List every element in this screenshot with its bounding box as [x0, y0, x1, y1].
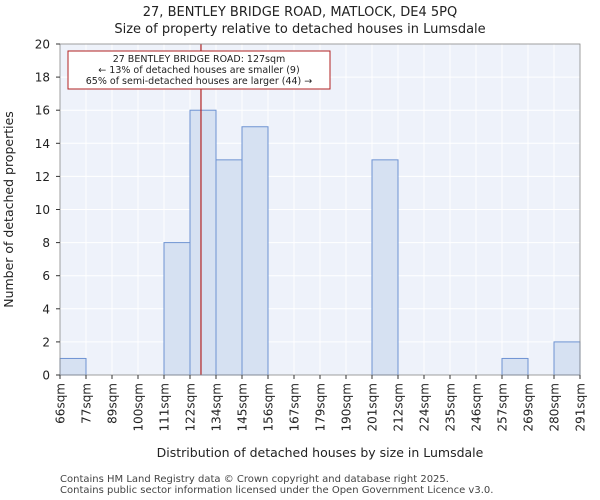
x-tick-label: 134sqm: [210, 383, 224, 431]
y-tick-label: 2: [42, 335, 50, 349]
grid-lines: [60, 43, 580, 375]
x-tick-label: 246sqm: [470, 383, 484, 431]
footer-copyright: Contains HM Land Registry data © Crown c…: [60, 474, 449, 485]
bars: [59, 109, 581, 376]
y-tick-label: 6: [42, 269, 50, 283]
x-tick-label: 257sqm: [496, 383, 510, 431]
x-tick-label: 235sqm: [444, 383, 458, 431]
bar: [553, 341, 581, 376]
bar: [371, 159, 399, 376]
x-tick-label: 224sqm: [418, 383, 432, 431]
x-tick-label: 280sqm: [548, 383, 562, 431]
bar: [189, 109, 217, 376]
annotation-line: ← 13% of detached houses are smaller (9): [98, 65, 299, 76]
x-tick-label: 201sqm: [366, 383, 380, 431]
annotation-line: 65% of semi-detached houses are larger (…: [86, 76, 313, 87]
bar: [215, 159, 243, 376]
y-tick-label: 20: [35, 38, 50, 52]
x-tick-label: 89sqm: [106, 383, 120, 424]
footer-licence: Contains public sector information licen…: [60, 485, 494, 496]
x-tick-label: 179sqm: [314, 383, 328, 431]
x-tick-label: 212sqm: [392, 383, 406, 431]
property-marker: 27 BENTLEY BRIDGE ROAD: 127sqm← 13% of d…: [67, 44, 331, 375]
y-axis-label: Number of detached properties: [1, 111, 16, 308]
x-tick-label: 167sqm: [288, 383, 302, 431]
y-tick-label: 10: [35, 203, 50, 217]
y-tick-label: 16: [35, 104, 50, 118]
y-tick-label: 4: [42, 302, 50, 316]
y-tick-label: 8: [42, 236, 50, 250]
x-tick-label: 122sqm: [184, 383, 198, 431]
annotation-line: 27 BENTLEY BRIDGE ROAD: 127sqm: [113, 54, 286, 65]
x-tick-label: 156sqm: [262, 383, 276, 431]
x-tick-label: 269sqm: [522, 383, 536, 431]
y-tick-label: 18: [35, 71, 50, 85]
y-tick-label: 14: [35, 137, 50, 151]
bar: [163, 242, 191, 376]
x-tick-label: 77sqm: [80, 383, 94, 424]
chart-title: 27, BENTLEY BRIDGE ROAD, MATLOCK, DE4 5P…: [143, 5, 457, 20]
bar: [241, 126, 269, 376]
x-tick-label: 145sqm: [236, 383, 250, 431]
chart-subtitle: Size of property relative to detached ho…: [114, 22, 485, 37]
x-tick-label: 66sqm: [54, 383, 68, 424]
x-tick-label: 100sqm: [132, 383, 146, 431]
bar: [501, 357, 529, 376]
x-tick-label: 291sqm: [574, 383, 588, 431]
y-tick-label: 0: [42, 369, 50, 383]
x-axis-label: Distribution of detached houses by size …: [157, 445, 484, 460]
axes: 0 2 4 6 8 10 12 14 16 18 20 66sqm 77sqm 89sqm 100sqm 11…: [35, 38, 588, 432]
x-tick-label: 190sqm: [340, 383, 354, 431]
y-tick-label: 12: [35, 170, 50, 184]
annotation-box: [67, 50, 331, 90]
bar: [59, 357, 87, 376]
x-tick-label: 111sqm: [158, 383, 172, 431]
